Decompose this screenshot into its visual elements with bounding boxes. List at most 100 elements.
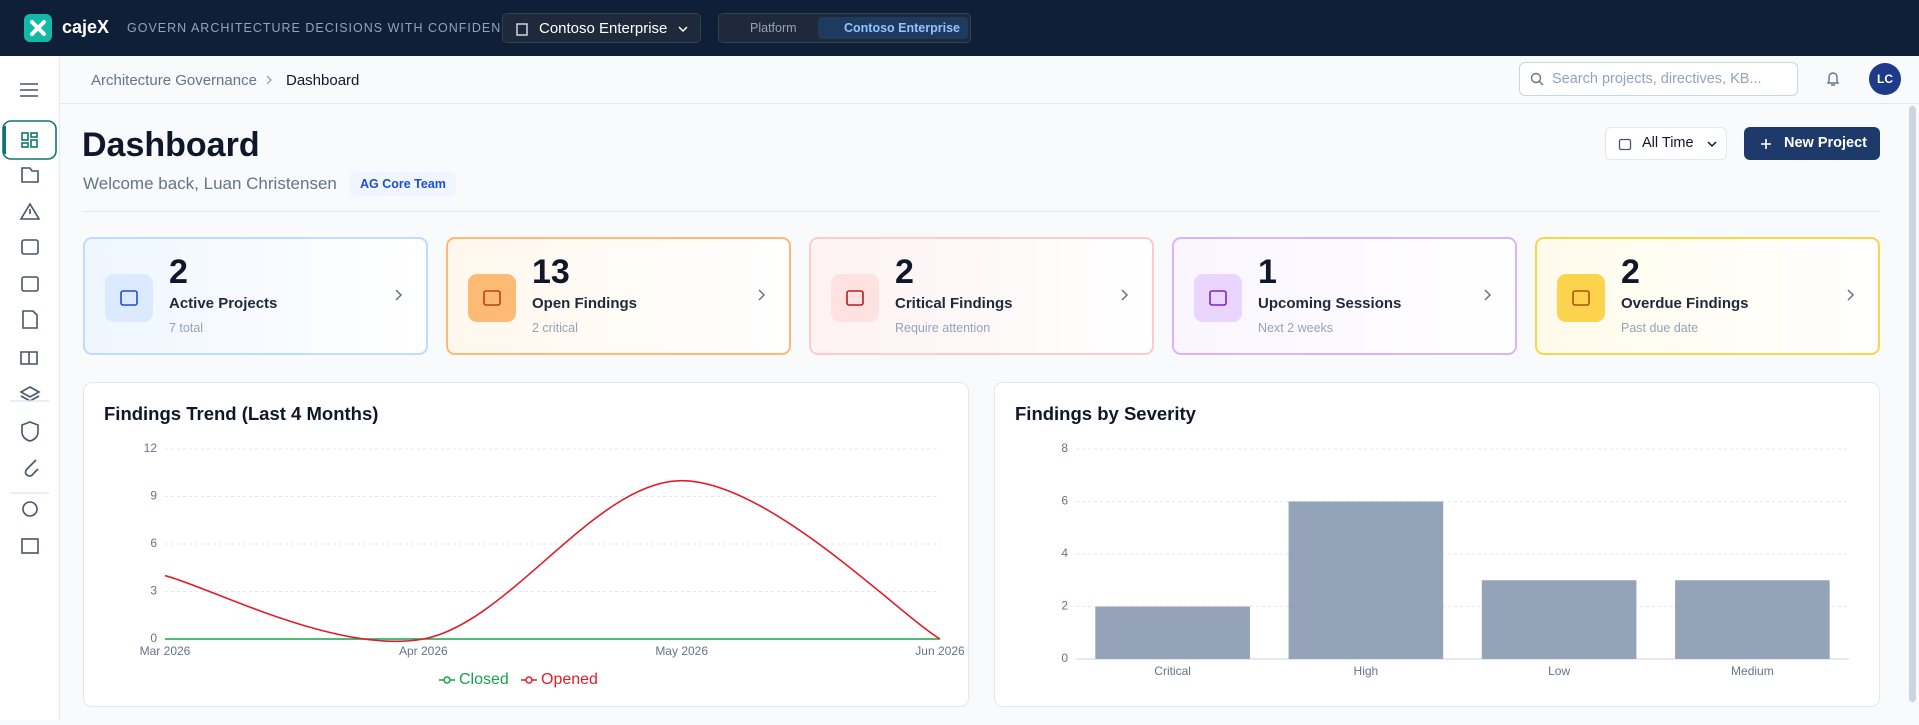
stat-sub: 7 total [169,321,204,335]
search-box[interactable]: Search projects, directives, KB... [1519,62,1798,96]
series-line [164,479,941,643]
scope-label: Platform [750,21,797,35]
stat-value: 2 [895,253,914,291]
x-tick-label: Jun 2026 [915,644,965,658]
bar-chart: 0 2 4 6 8 Critical High Low Medium [1061,441,1849,678]
y-tick-label: 2 [1061,599,1068,613]
stat-value: 2 [169,253,188,291]
nav-dashboard[interactable] [21,132,38,148]
scrollbar[interactable] [1909,106,1916,702]
x-tick-label: Low [1548,664,1570,678]
nav-org[interactable] [21,538,39,554]
y-tick-label: 8 [1061,441,1068,455]
stat-value: 2 [1621,253,1640,291]
brand[interactable]: cajeX [62,17,110,37]
org-selector[interactable]: Contoso Enterprise [502,13,701,43]
nav-layers[interactable] [19,386,41,402]
sidebar [0,56,60,720]
sidebar-icons [2,83,57,554]
stat-card[interactable]: 2 Critical Findings Require attention [809,237,1154,355]
icon-shape [1209,290,1227,306]
search-icon [1530,72,1544,86]
y-tick-label: 6 [150,536,157,550]
stat-sub: Require attention [895,321,991,335]
nav-security[interactable] [21,421,39,442]
divider [82,211,1880,212]
bar [1481,580,1637,659]
severity-panel: Findings by Severity 0 2 4 6 8 Critical High Lo… [994,382,1880,707]
nav-knowledge[interactable] [20,351,38,365]
nav-settings[interactable] [22,501,38,517]
chevron-path [1121,289,1129,301]
stat-icon [105,274,153,322]
tagline: GOVERN ARCHITECTURE DECISIONS WITH CONFI… [127,21,521,35]
welcome-text: Welcome back, Luan Christensen [83,174,337,193]
nav-sessions[interactable] [21,239,39,255]
logo-mark [30,20,46,36]
scope-org[interactable]: Contoso Enterprise [818,17,968,39]
chevron [758,289,766,301]
logo[interactable] [24,14,52,42]
icon-shape [483,290,501,306]
nav-projects[interactable] [21,167,39,183]
stat-label: Open Findings [532,295,637,312]
legend-dot [443,676,451,684]
range-selector[interactable]: All Time [1605,127,1727,160]
chevron-path [1847,289,1855,301]
notifications[interactable] [1825,70,1841,88]
chevron [1484,289,1492,301]
nav-findings[interactable] [19,202,41,220]
icon-glyph [1572,290,1590,306]
chevron [395,289,403,301]
breadcrumb-current: Dashboard [286,72,360,89]
stat-card[interactable]: 2 Active Projects 7 total [83,237,428,355]
stat-label: Upcoming Sessions [1258,295,1402,312]
chart-title: Findings by Severity [1015,403,1196,424]
x-tick-label: May 2026 [655,644,708,658]
y-tick-label: 0 [150,631,157,645]
legend-label: Closed [459,671,509,688]
legend-label: Opened [541,671,598,688]
stat-sub: 2 critical [532,321,578,335]
sidebar-divider [10,400,49,494]
stat-card[interactable]: 2 Overdue Findings Past due date [1535,237,1880,355]
icon-shape [846,290,864,306]
chevron-path [395,289,403,301]
breadcrumb-separator [266,75,272,85]
icon-shape [120,290,138,306]
stat-card[interactable]: 1 Upcoming Sessions Next 2 weeks [1172,237,1517,355]
org-name: Contoso Enterprise [539,20,668,37]
x-tick-label: High [1354,664,1379,678]
line-chart: 0 3 6 9 12 Mar 2026 Apr 2026 May 2026 Jun 2026 Cl… [140,441,965,688]
stat-card[interactable]: 13 Open Findings 2 critical [446,237,791,355]
plus-icon [1761,139,1771,149]
stat-icon [1194,274,1242,322]
bar [1288,501,1444,659]
y-tick-label: 3 [150,584,157,598]
chart-title: Findings Trend (Last 4 Months) [104,403,379,424]
new-project-button[interactable]: New Project [1744,127,1880,160]
icon-shape [1572,290,1590,306]
stat-icon [1557,274,1605,322]
y-tick-label: 0 [1061,651,1068,665]
search-placeholder: Search projects, directives, KB... [1552,71,1762,87]
chevron [1121,289,1129,301]
bar [1095,606,1250,659]
nav-documents[interactable] [22,310,38,329]
nav-attachments[interactable] [24,459,39,477]
nav-calendar[interactable] [21,276,39,292]
icon-glyph [846,290,864,306]
stat-value: 13 [532,253,570,291]
menu-icon[interactable] [20,83,38,97]
user-avatar[interactable]: LC [1869,63,1901,95]
stat-icon [831,274,879,322]
stat-label: Active Projects [169,295,278,312]
scope-platform[interactable]: Platform [734,21,797,35]
active-nav[interactable] [2,120,57,160]
breadcrumb-link[interactable]: Architecture Governance [91,72,257,89]
stat-label: Critical Findings [895,295,1013,312]
chevron [1707,141,1717,148]
page-title: Dashboard [82,126,260,164]
active-marker [3,126,6,154]
